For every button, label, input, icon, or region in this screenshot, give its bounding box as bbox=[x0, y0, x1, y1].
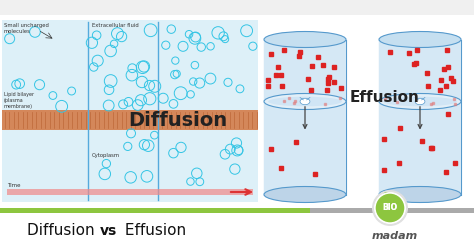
Bar bbox=[2, 110, 258, 130]
Ellipse shape bbox=[264, 94, 346, 110]
Bar bbox=[0, 208, 310, 213]
Ellipse shape bbox=[264, 187, 346, 203]
Polygon shape bbox=[7, 189, 253, 195]
Circle shape bbox=[372, 190, 408, 226]
Ellipse shape bbox=[383, 97, 457, 107]
Text: vs: vs bbox=[100, 223, 117, 237]
Ellipse shape bbox=[379, 187, 461, 203]
Ellipse shape bbox=[383, 192, 391, 198]
Text: BIO: BIO bbox=[383, 203, 398, 212]
Text: BIO: BIO bbox=[383, 203, 398, 212]
Bar bbox=[2, 21, 258, 202]
Bar bbox=[0, 0, 474, 16]
Ellipse shape bbox=[379, 32, 461, 48]
Bar bbox=[379, 40, 461, 102]
Ellipse shape bbox=[264, 32, 346, 48]
Circle shape bbox=[375, 193, 405, 223]
Ellipse shape bbox=[300, 99, 310, 105]
Text: Diffusion: Diffusion bbox=[27, 222, 100, 238]
Bar bbox=[379, 102, 461, 195]
Bar bbox=[310, 208, 474, 213]
Text: madam: madam bbox=[372, 230, 418, 240]
Text: Effusion: Effusion bbox=[120, 222, 186, 238]
Ellipse shape bbox=[379, 94, 461, 110]
Text: Lipid bilayer
(plasma
membrane): Lipid bilayer (plasma membrane) bbox=[4, 92, 34, 108]
Text: Cytoplasm: Cytoplasm bbox=[92, 152, 120, 157]
Text: Time: Time bbox=[7, 182, 20, 187]
Bar bbox=[0, 213, 474, 250]
Text: Extracellular fluid: Extracellular fluid bbox=[92, 23, 139, 28]
Text: Effusion: Effusion bbox=[350, 90, 420, 104]
Bar bbox=[264, 40, 346, 102]
Ellipse shape bbox=[268, 97, 342, 107]
Bar bbox=[264, 102, 346, 195]
Text: Small uncharged
molecules: Small uncharged molecules bbox=[4, 23, 49, 34]
Circle shape bbox=[375, 193, 405, 223]
Text: Diffusion: Diffusion bbox=[128, 111, 228, 130]
Ellipse shape bbox=[415, 99, 425, 105]
